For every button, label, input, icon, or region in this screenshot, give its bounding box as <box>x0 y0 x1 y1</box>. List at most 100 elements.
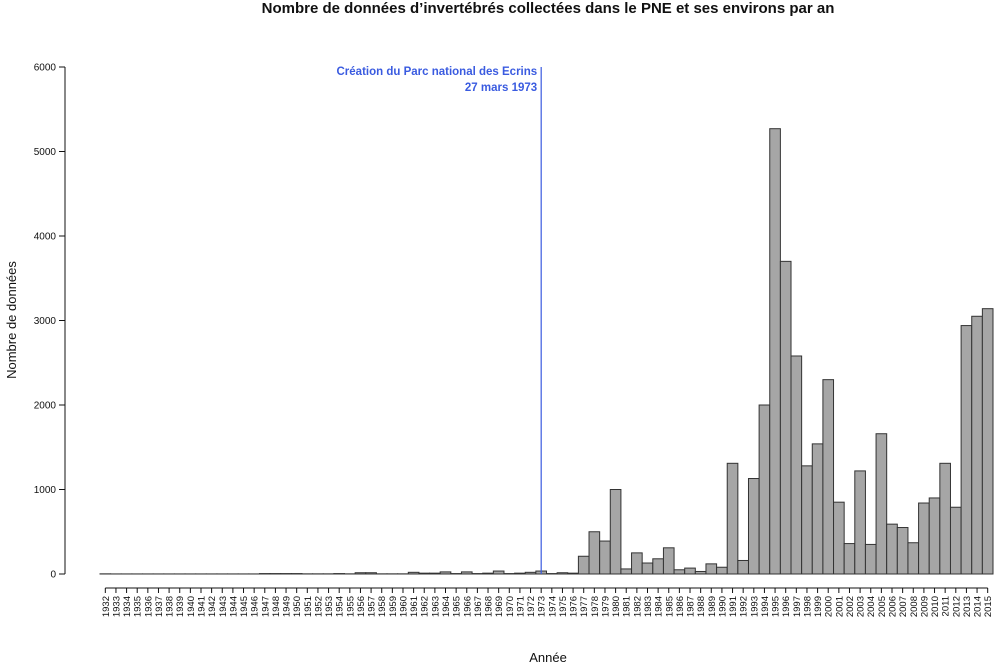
x-tick-label: 1935 <box>133 596 144 617</box>
bar <box>949 506 962 575</box>
bar <box>981 308 994 575</box>
x-tick-label: 2011 <box>941 596 952 616</box>
bar <box>588 531 601 575</box>
x-axis-label: Année <box>529 650 567 665</box>
x-tick-label: 1958 <box>377 596 388 617</box>
x-tick-label: 1959 <box>388 596 399 617</box>
x-tick-label: 1992 <box>739 596 750 617</box>
bar <box>641 562 654 575</box>
bar <box>439 571 452 575</box>
x-tick-label: 2006 <box>888 596 899 617</box>
x-tick-label: 1985 <box>664 596 675 617</box>
x-tick-label: 1956 <box>356 596 367 617</box>
bar <box>631 552 643 575</box>
bar <box>790 355 803 575</box>
x-tick-label: 1995 <box>771 596 782 617</box>
y-tick-label: 5000 <box>34 147 57 158</box>
x-tick-label: 1972 <box>526 596 537 617</box>
bar <box>460 571 473 575</box>
x-tick-label: 1973 <box>537 596 548 617</box>
x-tick-label: 1955 <box>345 596 356 617</box>
bar <box>567 572 579 575</box>
x-tick-label: 1980 <box>611 596 622 617</box>
x-tick-label: 1960 <box>398 596 409 617</box>
bar <box>652 558 664 575</box>
bar <box>918 502 930 575</box>
x-tick-label: 1943 <box>218 596 229 617</box>
x-tick-label: 2013 <box>962 596 973 617</box>
x-tick-label: 1954 <box>335 596 346 617</box>
x-tick-label: 1949 <box>282 596 293 617</box>
bar <box>864 543 877 575</box>
x-tick-label: 1998 <box>802 596 813 617</box>
bar <box>482 572 494 575</box>
x-tick-label: 1941 <box>196 596 207 617</box>
x-tick-label: 1982 <box>632 596 643 617</box>
x-tick-label: 1952 <box>313 596 324 617</box>
bar <box>726 462 739 575</box>
y-tick-label: 3000 <box>34 316 57 327</box>
y-tick-label: 2000 <box>34 401 57 412</box>
bar <box>811 443 824 575</box>
x-tick-label: 1979 <box>600 596 611 617</box>
bar <box>758 404 771 575</box>
x-tick-label: 1965 <box>452 596 463 617</box>
x-tick-label: 2012 <box>951 596 962 617</box>
bar <box>822 379 835 575</box>
x-tick-label: 1966 <box>462 596 473 617</box>
bar <box>779 260 792 575</box>
x-tick-label: 1996 <box>781 596 792 617</box>
x-tick-label: 1961 <box>409 596 420 617</box>
bar <box>939 462 951 575</box>
x-tick-label: 1944 <box>228 596 239 617</box>
x-tick-label: 1989 <box>707 596 718 617</box>
x-tick-label: 1988 <box>696 596 707 617</box>
x-tick-label: 1940 <box>186 596 197 617</box>
x-tick-label: 1945 <box>239 596 250 617</box>
bar <box>599 540 611 575</box>
bar <box>928 497 941 575</box>
bar <box>843 543 856 575</box>
x-tick-label: 1978 <box>590 596 601 617</box>
bar <box>524 571 537 575</box>
bar <box>365 572 377 575</box>
annotation-text: 27 mars 1973 <box>465 82 537 94</box>
x-tick-label: 1993 <box>749 596 760 617</box>
x-tick-label: 1938 <box>165 596 176 617</box>
bar <box>514 572 526 575</box>
chart-title: Nombre de données d’invertébrés collecté… <box>262 0 835 17</box>
x-tick-label: 1957 <box>367 596 378 617</box>
x-tick-label: 1964 <box>441 596 452 617</box>
bar <box>971 315 983 575</box>
x-tick-label: 2002 <box>845 596 856 617</box>
x-tick-label: 1967 <box>473 596 484 617</box>
x-tick-label: 1999 <box>813 596 824 617</box>
x-tick-label: 1962 <box>420 596 431 617</box>
x-tick-label: 1994 <box>760 596 771 617</box>
x-tick-label: 1984 <box>654 596 665 617</box>
bar <box>875 433 888 575</box>
x-tick-label: 1983 <box>643 596 654 617</box>
bar <box>620 568 633 575</box>
bar <box>886 523 898 575</box>
x-tick-label: 2010 <box>930 596 941 617</box>
x-tick-label: 1977 <box>579 596 590 617</box>
bar <box>833 501 845 575</box>
x-tick-label: 1987 <box>686 596 697 617</box>
bar <box>854 470 866 575</box>
x-tick-label: 2014 <box>973 596 984 617</box>
x-tick-label: 1971 <box>515 596 526 617</box>
x-tick-label: 1997 <box>792 596 803 617</box>
bar <box>896 527 909 575</box>
x-tick-label: 2007 <box>898 596 909 617</box>
x-tick-label: 2004 <box>866 596 877 617</box>
x-tick-label: 1950 <box>292 596 303 617</box>
x-tick-label: 1990 <box>717 596 728 617</box>
x-tick-label: 1937 <box>154 596 165 617</box>
bar <box>960 325 973 575</box>
x-tick-label: 1969 <box>494 596 505 617</box>
x-tick-label: 1976 <box>569 596 580 617</box>
x-tick-label: 2001 <box>834 596 845 617</box>
x-tick-label: 1946 <box>250 596 261 617</box>
